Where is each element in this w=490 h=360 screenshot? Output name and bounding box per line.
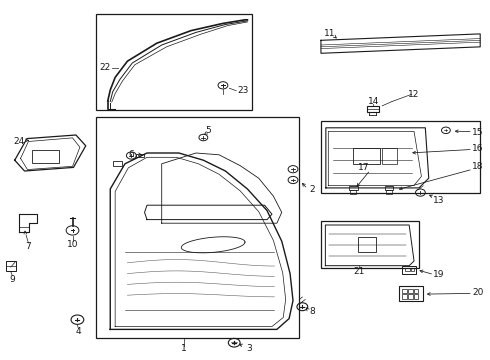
Bar xyxy=(353,148,380,164)
Bar xyxy=(405,268,410,271)
Bar xyxy=(402,294,407,299)
Text: 21: 21 xyxy=(353,266,365,276)
Bar xyxy=(321,121,480,193)
Text: 9: 9 xyxy=(9,274,15,284)
Bar xyxy=(408,294,413,299)
Bar xyxy=(399,286,423,301)
Bar xyxy=(349,186,358,190)
Text: 20: 20 xyxy=(472,288,484,297)
Text: 5: 5 xyxy=(205,126,211,135)
Bar xyxy=(32,150,59,163)
Bar xyxy=(402,289,407,293)
Bar xyxy=(411,268,414,271)
Text: 6: 6 xyxy=(128,150,134,158)
Bar xyxy=(382,148,397,164)
Bar xyxy=(136,154,144,157)
Text: 22: 22 xyxy=(100,63,111,72)
Text: 15: 15 xyxy=(472,128,484,137)
Bar xyxy=(414,294,418,299)
Bar xyxy=(321,221,419,268)
Text: 17: 17 xyxy=(358,163,369,172)
Text: 3: 3 xyxy=(246,344,252,353)
Text: 12: 12 xyxy=(408,90,420,99)
Text: 19: 19 xyxy=(433,270,445,279)
Text: 10: 10 xyxy=(67,240,78,248)
Bar xyxy=(96,117,299,338)
Bar xyxy=(408,289,413,293)
Text: 8: 8 xyxy=(310,307,316,316)
Text: 7: 7 xyxy=(25,242,31,251)
Bar xyxy=(402,266,416,274)
Bar xyxy=(350,190,356,194)
Text: 18: 18 xyxy=(472,162,484,171)
Bar xyxy=(358,237,376,252)
Text: 23: 23 xyxy=(237,86,248,95)
Bar xyxy=(414,289,418,293)
Text: 11: 11 xyxy=(323,29,335,37)
Text: 1: 1 xyxy=(181,344,187,353)
Bar xyxy=(385,186,393,190)
Text: 4: 4 xyxy=(75,328,81,336)
Bar xyxy=(96,14,252,110)
Bar xyxy=(113,161,122,166)
Text: 13: 13 xyxy=(433,197,445,205)
Text: 24: 24 xyxy=(13,136,24,145)
Text: 14: 14 xyxy=(368,97,379,106)
Bar xyxy=(386,190,392,194)
Bar xyxy=(367,106,379,112)
Text: 16: 16 xyxy=(472,144,484,153)
Text: 2: 2 xyxy=(310,184,316,194)
Bar xyxy=(6,261,16,271)
